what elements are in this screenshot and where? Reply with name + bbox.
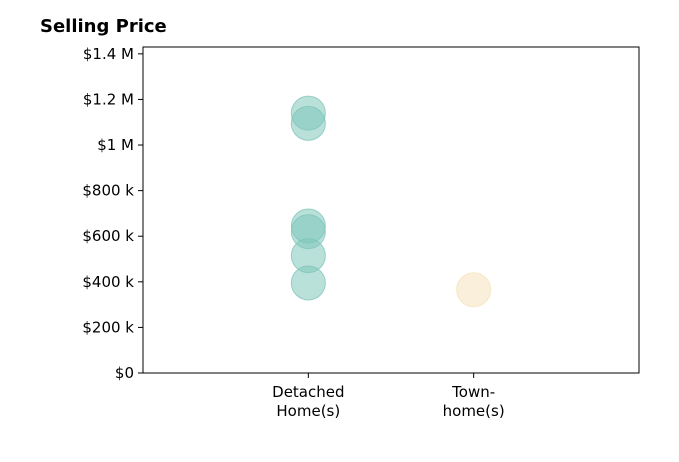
y-tick-label: $600 k [82,227,134,245]
x-tick-label: Home(s) [276,402,340,420]
y-tick-label: $1 M [97,136,134,154]
data-point [290,105,326,141]
x-tick-label: Town- [451,383,495,401]
chart-title: Selling Price [40,16,167,37]
y-tick-label: $200 k [82,318,134,336]
y-tick-label: $400 k [82,273,134,291]
y-tick-label: $800 k [82,182,134,200]
x-tick-label: Detached [272,383,344,401]
data-point [456,272,492,308]
y-axis: $0 $200 k $400 k $600 k $800 k $1 M $1.2 M $1.4… [82,45,143,382]
plot-area-frame [142,46,640,374]
y-tick-label: $0 [115,364,134,382]
data-point [290,265,326,301]
data-points [290,95,492,308]
x-tick-label: home(s) [443,402,505,420]
y-tick-label: $1.4 M [83,45,134,63]
y-tick-label: $1.2 M [83,90,134,108]
